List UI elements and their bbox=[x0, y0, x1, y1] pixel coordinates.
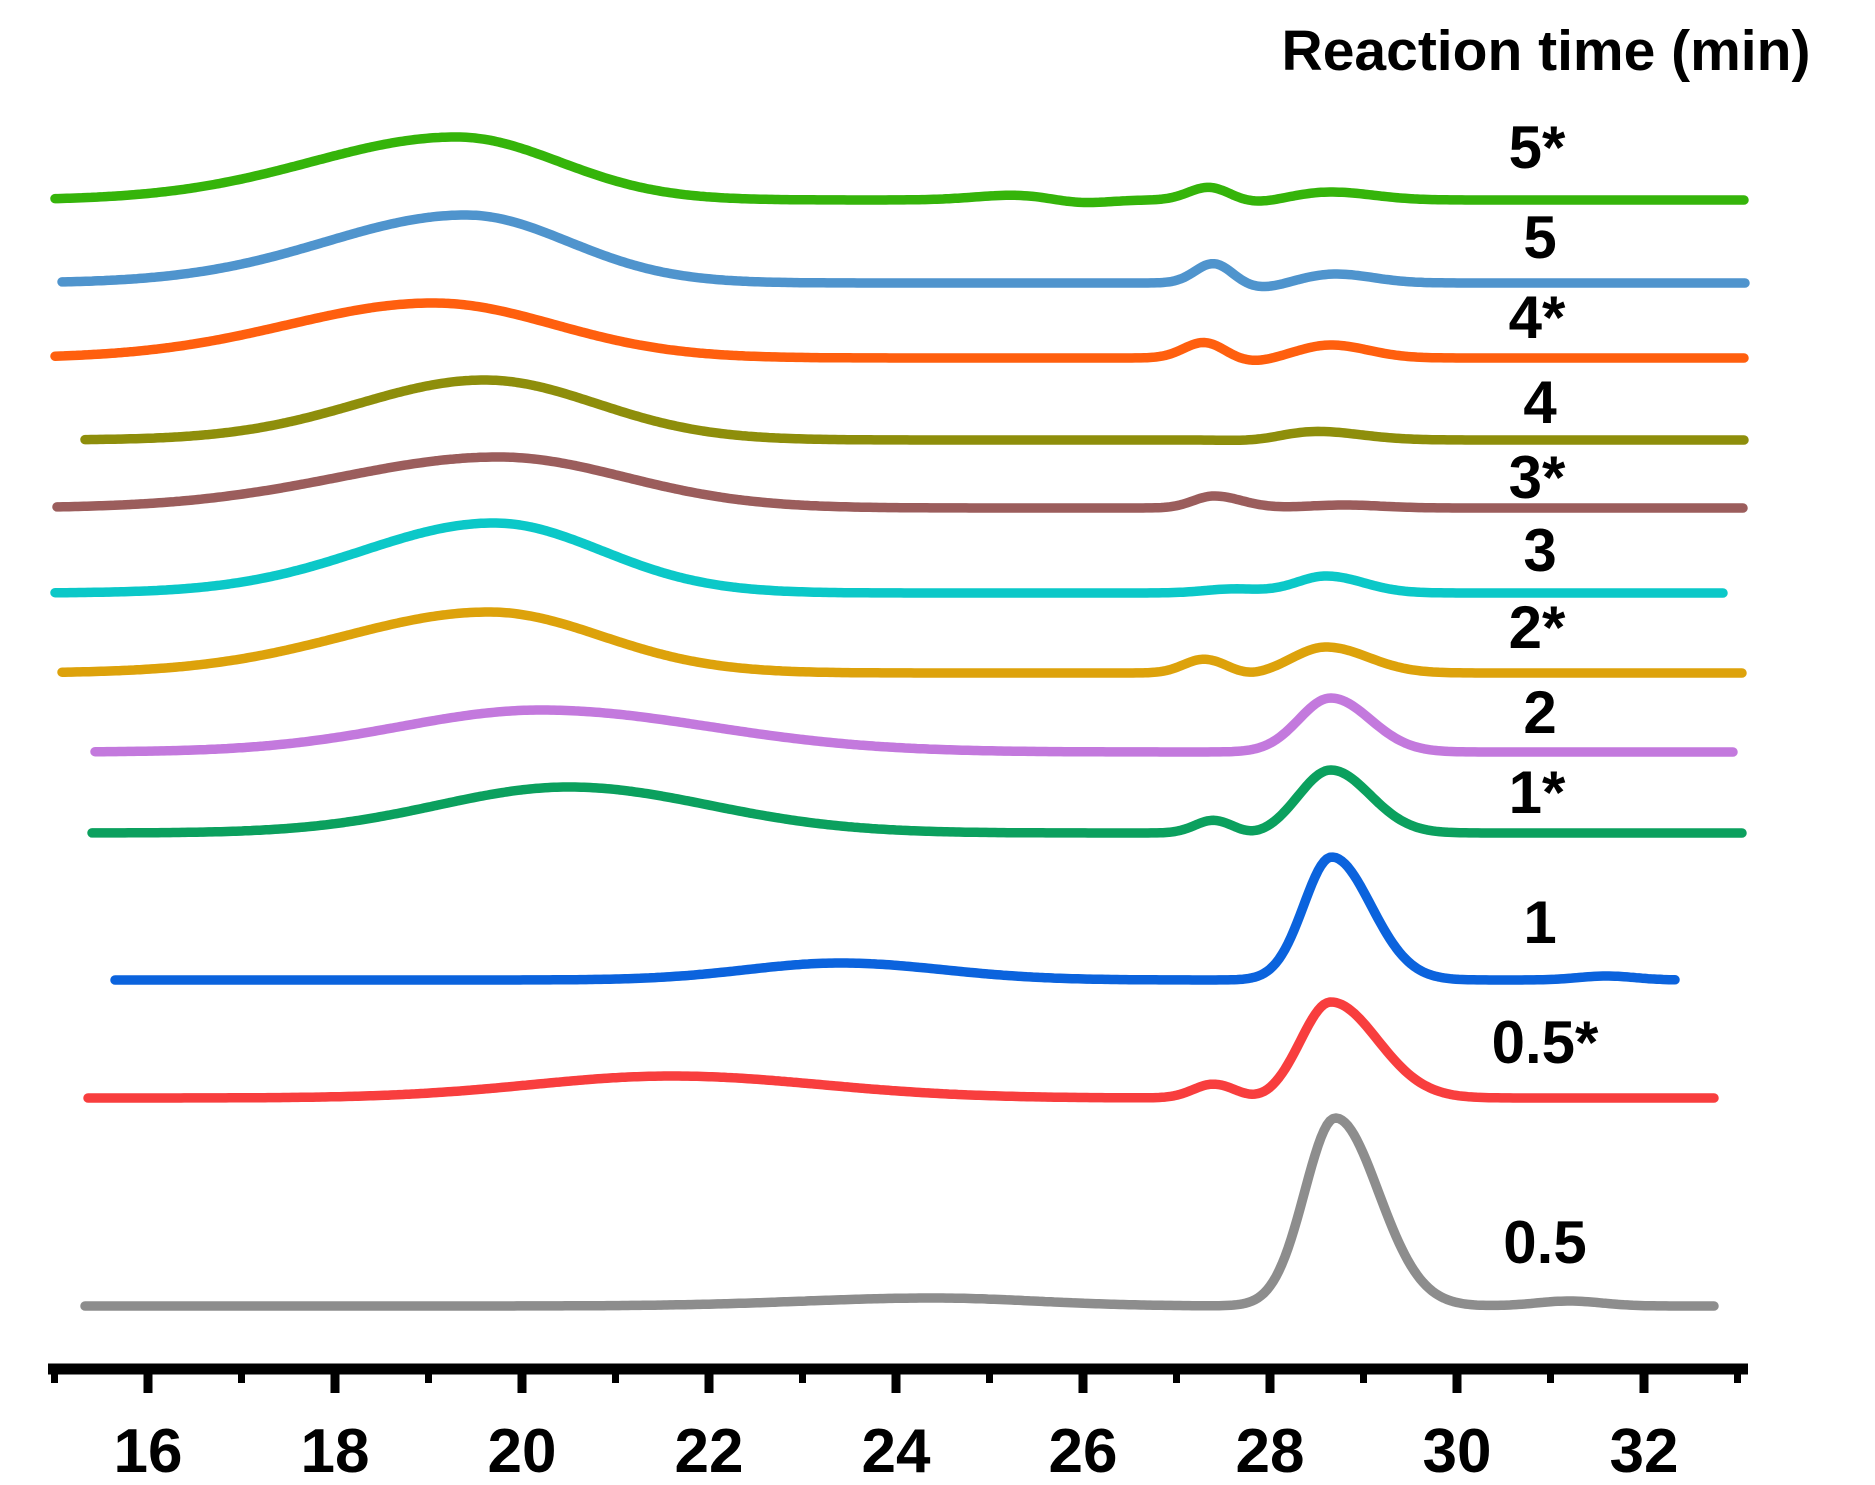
series-label-2: 2 bbox=[1523, 679, 1556, 746]
series-curves bbox=[50, 132, 1750, 1311]
series-curve-3 bbox=[50, 518, 1728, 598]
series-curve-2* bbox=[57, 607, 1747, 678]
x-axis-tick-label-26: 26 bbox=[1049, 1417, 1118, 1485]
series-label-4: 4 bbox=[1523, 369, 1557, 436]
series-label-1: 1 bbox=[1523, 889, 1556, 956]
series-label-1*: 1* bbox=[1509, 759, 1566, 826]
series-label-2*: 2* bbox=[1509, 594, 1566, 661]
x-axis-tick-label-20: 20 bbox=[488, 1417, 557, 1485]
x-axis-tick-label-16: 16 bbox=[114, 1417, 183, 1485]
series-curve-5* bbox=[50, 132, 1749, 208]
x-axis-tick-label-32: 32 bbox=[1610, 1417, 1679, 1485]
x-axis-tick-label-18: 18 bbox=[301, 1417, 370, 1485]
series-label-5*: 5* bbox=[1509, 114, 1566, 181]
series-label-3*: 3* bbox=[1509, 444, 1566, 511]
series-curve-1* bbox=[87, 765, 1747, 838]
series-label-5: 5 bbox=[1523, 204, 1556, 271]
series-label-4*: 4* bbox=[1509, 284, 1566, 351]
series-curve-4* bbox=[50, 298, 1749, 366]
x-axis-tick-label-22: 22 bbox=[675, 1417, 744, 1485]
x-axis-tick-label-24: 24 bbox=[862, 1417, 931, 1485]
chart-title: Reaction time (min) bbox=[1282, 19, 1811, 83]
series-curve-2 bbox=[90, 693, 1738, 757]
series-curve-4 bbox=[80, 375, 1749, 446]
x-axis: 16 18 20 22 24 26 28 30 32 bbox=[48, 1363, 1748, 1485]
series-curve-1 bbox=[110, 852, 1680, 985]
series-label-0.5: 0.5 bbox=[1503, 1209, 1586, 1276]
x-axis-tick-label-30: 30 bbox=[1423, 1417, 1492, 1485]
series-curve-0.5 bbox=[80, 1113, 1719, 1311]
series-labels: 5* 5 4* 4 3*3 2* 2 1* 1 0.5* 0.5 bbox=[1492, 114, 1599, 1276]
series-curve-3* bbox=[52, 452, 1748, 513]
series-label-0.5*: 0.5* bbox=[1492, 1009, 1599, 1076]
series-curve-5 bbox=[57, 210, 1750, 292]
series-curve-0.5* bbox=[83, 997, 1719, 1103]
series-label-3: 3 bbox=[1523, 517, 1556, 584]
x-axis-tick-label-28: 28 bbox=[1236, 1417, 1305, 1485]
